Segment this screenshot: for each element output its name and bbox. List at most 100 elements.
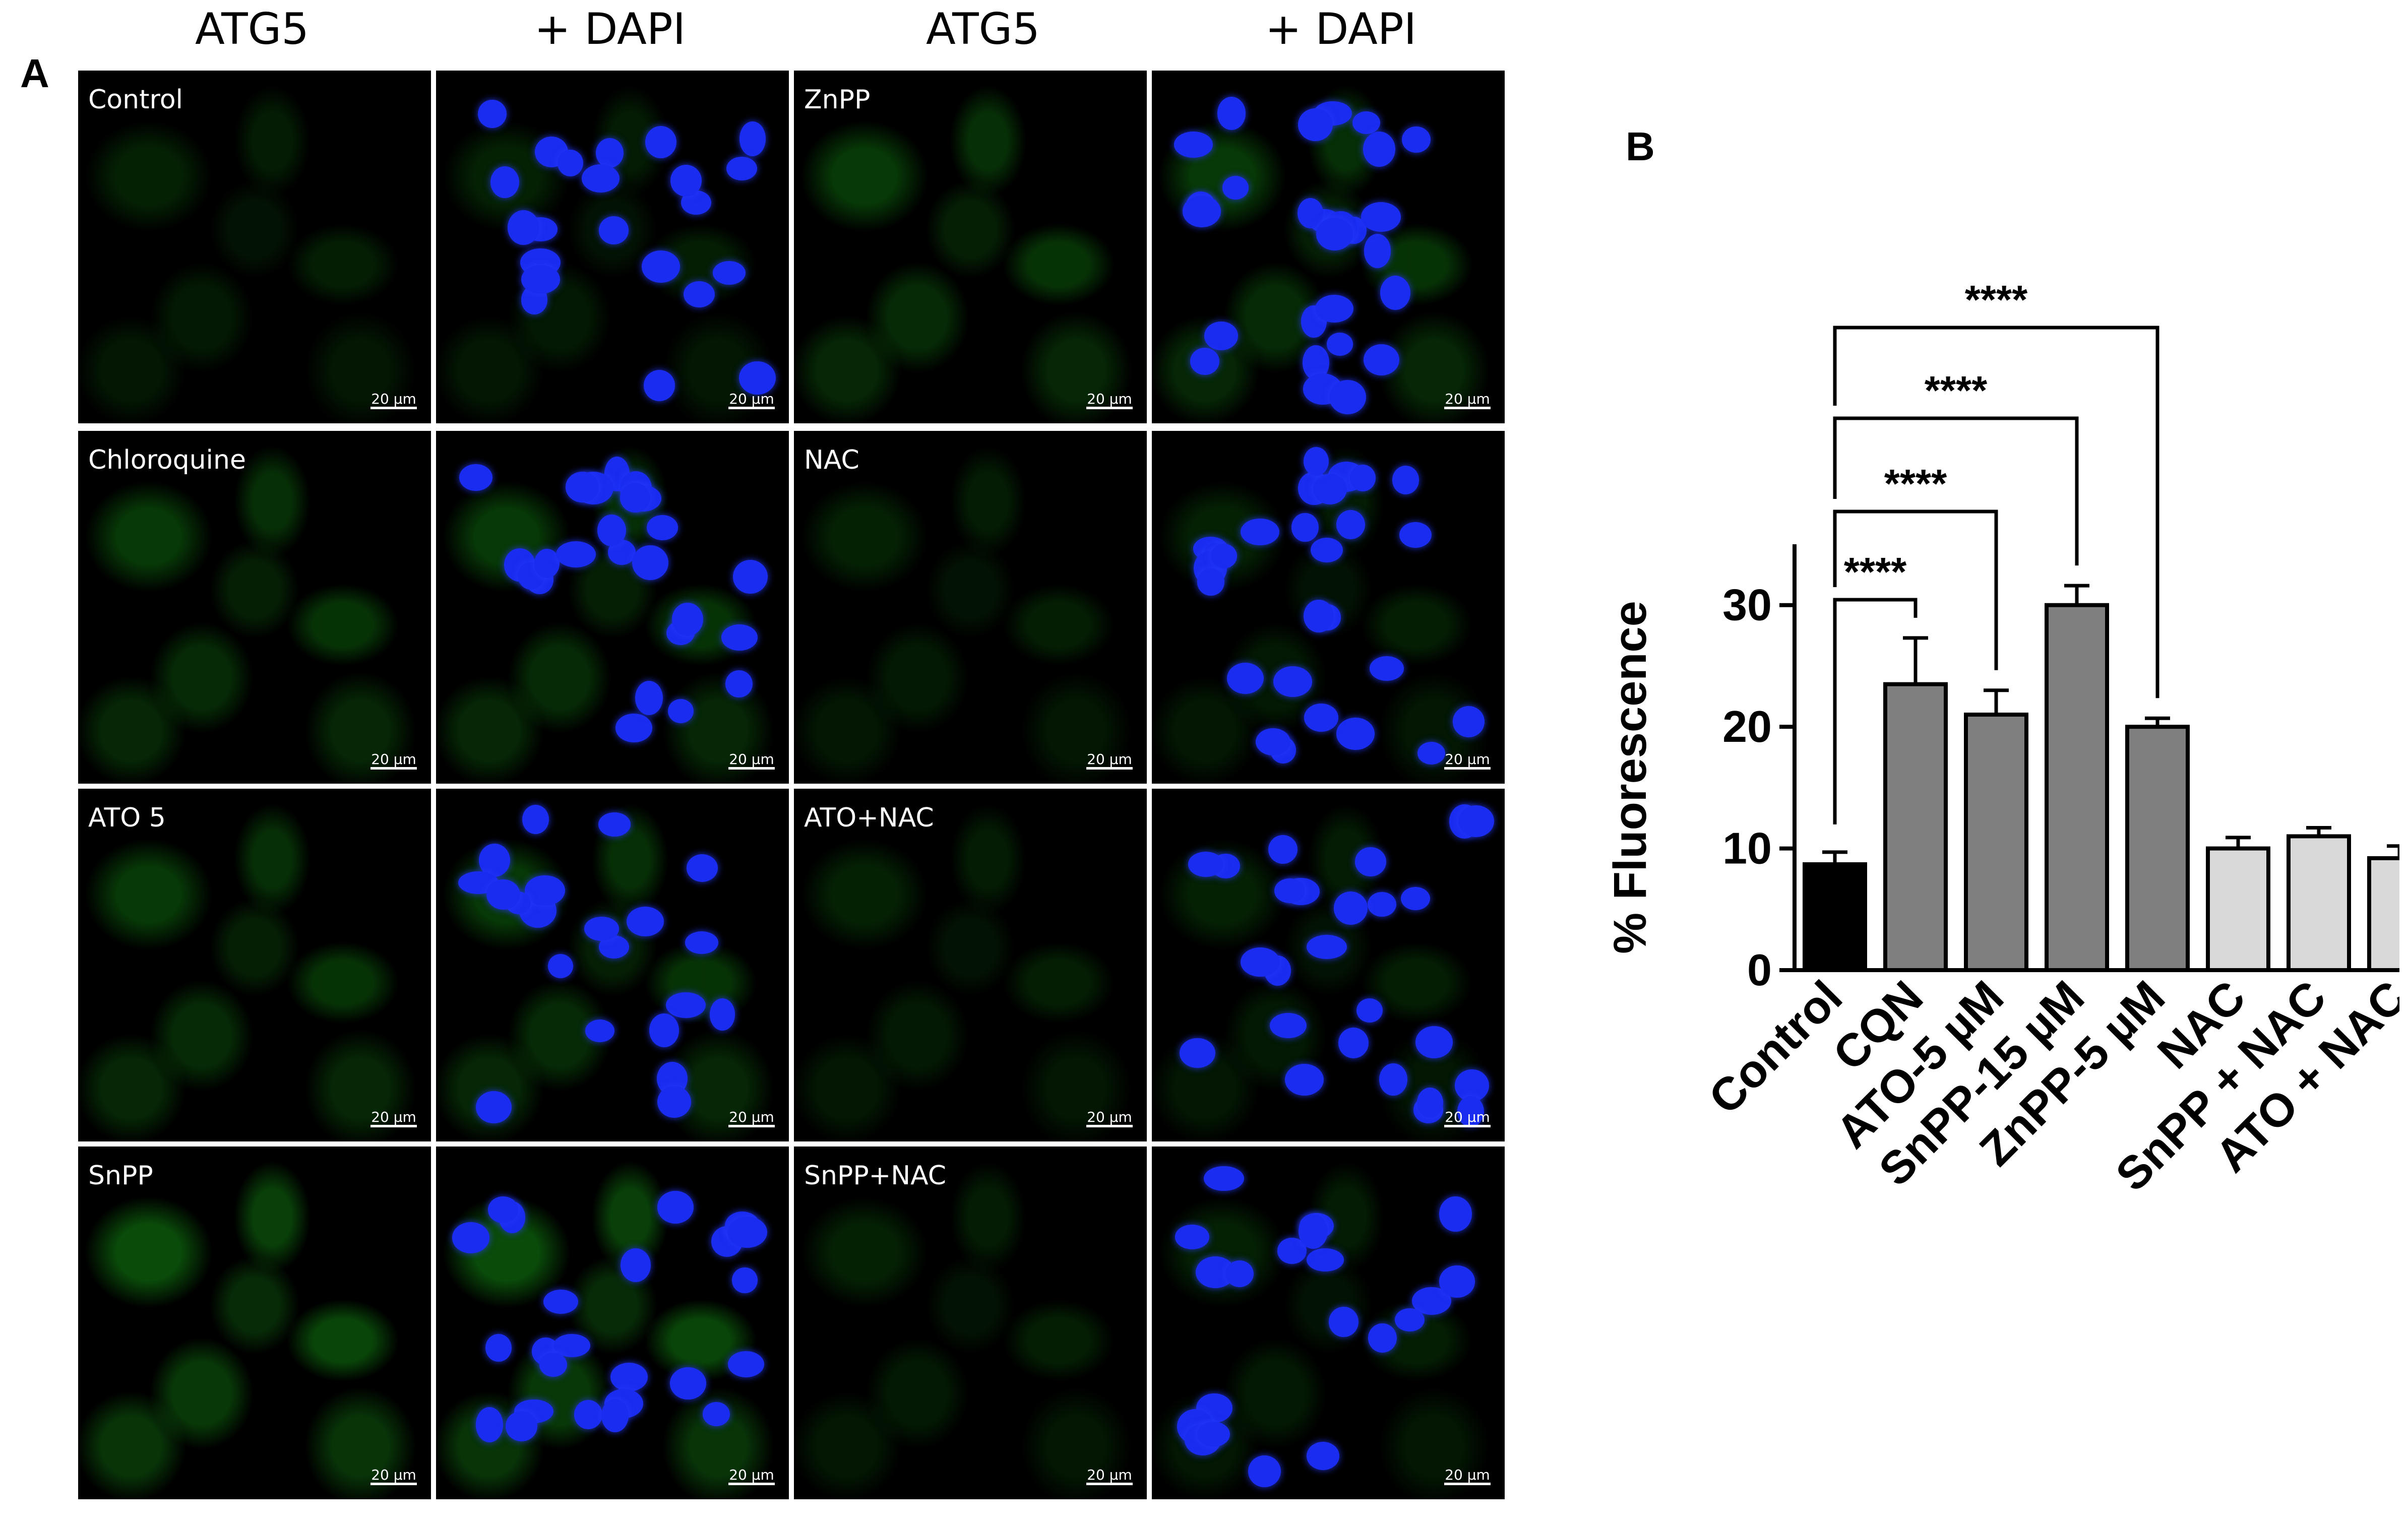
treatment-label: Chloroquine [88,445,246,475]
dapi-nucleus [1188,852,1224,877]
bar-7 [2287,834,2351,973]
dapi-nucleus [1379,1063,1407,1096]
dapi-nucleus [727,1216,768,1248]
dapi-nucleus [601,1399,629,1433]
dapi-nucleus [1415,1026,1453,1058]
dapi-nucleus [727,1351,764,1377]
dapi-nucleus [1241,518,1279,546]
dapi-nucleus [733,559,768,594]
bar-1 [1803,862,1867,973]
dapi-nucleus [635,681,663,716]
dapi-nucleus [485,1333,512,1362]
dapi-nucleus [1175,1225,1210,1249]
dapi-nucleus [534,548,560,578]
scale-bar: 20 µm [371,1110,417,1127]
dapi-nucleus [1226,662,1264,694]
dapi-nucleus [1402,126,1431,153]
dapi-nucleus [597,514,627,546]
dapi-nucleus [598,216,629,244]
dapi-nucleus [672,603,704,636]
atg5-signal [78,71,431,423]
dapi-nucleus [709,998,735,1031]
column-header-atg5-left: ATG5 [195,4,310,54]
scale-bar: 20 µm [728,1110,775,1127]
dapi-nucleus [1356,998,1383,1023]
dapi-nucleus [686,854,718,882]
dapi-nucleus [667,699,694,724]
dapi-nucleus [522,805,549,835]
dapi-nucleus [620,483,650,513]
dapi-nucleus [1363,344,1399,376]
dapi-nucleus [1306,935,1347,959]
bar-6 [2206,846,2270,972]
y-axis-label: % Fluorescence [1604,601,1656,954]
dapi-nucleus [1210,544,1238,568]
dapi-nucleus [645,126,677,159]
micrograph-r3-c2: 20 µm [436,789,789,1141]
y-tick-label: 0 [1747,945,1772,995]
dapi-nucleus [507,210,539,245]
dapi-nucleus [1313,473,1347,505]
scale-bar: 20 µm [728,752,775,770]
micrograph-r1-c2: 20 µm [436,71,789,423]
dapi-nucleus [632,545,668,580]
dapi-nucleus [1197,568,1224,596]
dapi-nucleus [1368,1323,1397,1353]
bar-5 [2125,725,2190,972]
bar-2 [1883,682,1948,972]
column-header-dapi-left: + DAPI [534,4,686,54]
dapi-nucleus [1217,97,1246,130]
dapi-nucleus [1336,510,1366,540]
treatment-label: NAC [804,445,859,475]
y-tick-label: 10 [1722,823,1772,873]
dapi-nucleus [1204,1166,1244,1191]
dapi-nucleus [1274,878,1305,903]
micrograph-r3-c4: 20 µm [1152,789,1505,1141]
dapi-nucleus [1338,1027,1369,1059]
scale-bar: 20 µm [371,752,417,770]
dapi-nucleus [476,1091,512,1124]
micrograph-r4-c3: SnPP+NAC 20 µm [794,1147,1147,1499]
dapi-nucleus [1400,886,1430,911]
scale-bar: 20 µm [728,392,775,409]
dapi-nucleus [1350,465,1376,491]
bar-3 [1964,713,2028,972]
scale-bar: 20 µm [1444,392,1491,409]
atg5-signal [436,71,789,423]
dapi-nucleus [1284,1063,1324,1096]
dapi-nucleus [1329,380,1367,414]
dapi-nucleus [475,1407,504,1442]
dapi-nucleus [1298,198,1324,228]
dapi-nucleus [547,953,574,979]
micrograph-r1-c4: 20 µm [1152,71,1505,423]
dapi-nucleus [1355,847,1387,876]
dapi-nucleus [486,879,521,910]
atg5-signal [78,1147,431,1499]
treatment-label: ZnPP [804,85,871,115]
dapi-nucleus [1225,1260,1254,1288]
dapi-nucleus [478,100,507,129]
dapi-nucleus [1182,195,1221,227]
dapi-nucleus [1457,1096,1485,1127]
dapi-nucleus [670,165,702,197]
dapi-nucleus [666,992,706,1018]
dapi-nucleus [1304,703,1339,732]
dapi-nucleus [1273,666,1312,697]
dapi-nucleus [627,906,664,936]
dapi-nucleus [1395,1308,1425,1332]
dapi-nucleus [1363,131,1395,167]
dapi-nucleus [1298,1214,1328,1249]
significance-bracket [1833,510,1998,670]
dapi-nucleus [1174,132,1213,158]
dapi-nucleus [1380,276,1411,310]
dapi-nucleus [1352,111,1381,134]
dapi-nucleus [1334,892,1368,925]
dapi-nucleus [1241,947,1280,977]
dapi-nucleus [610,1363,648,1392]
atg5-signal [794,431,1147,784]
significance-label: **** [1884,461,1947,506]
dapi-nucleus [1326,333,1353,356]
dapi-nucleus [1190,347,1219,375]
dapi-nucleus [506,1411,537,1441]
